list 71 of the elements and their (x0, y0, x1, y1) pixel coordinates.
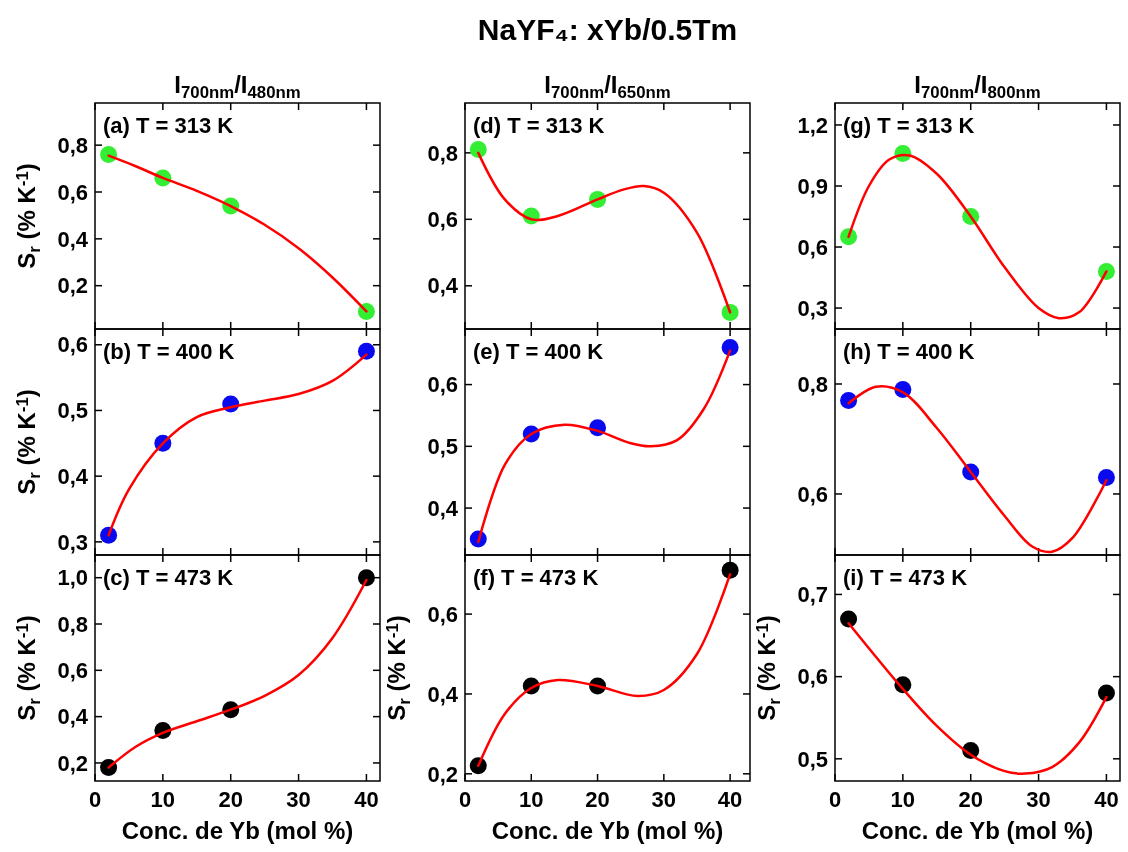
x-tick-label: 30 (286, 787, 311, 812)
y-tick-label: 0,6 (57, 658, 88, 684)
y-tick-label: 0,4 (57, 226, 89, 252)
point (840, 610, 858, 628)
y-tick-label: 0,6 (797, 664, 828, 690)
point (357, 569, 375, 587)
y-tick-label: 0,8 (427, 140, 458, 166)
y-tick-label: 0,3 (57, 529, 88, 555)
point (357, 342, 375, 360)
annotation: (d) T = 313 K (473, 113, 605, 138)
y-tick-label: 0,4 (57, 704, 89, 730)
y-tick-label: 0,5 (797, 746, 828, 772)
chart-title: NaYF₄: xYb/0.5Tm (477, 13, 738, 46)
x-tick-label: 40 (717, 787, 743, 812)
y-tick-label: 0,4 (57, 463, 89, 489)
y-tick-label: 0,8 (57, 611, 88, 637)
point (357, 302, 375, 320)
x-tick-label: 40 (1094, 787, 1119, 812)
y-tick-label: 0,6 (797, 481, 828, 507)
y-tick-label: 0,3 (797, 295, 828, 321)
chart-subtitle: I$_{700nm}$/I$_{800nm}$ (914, 71, 1041, 103)
point (469, 141, 487, 159)
annotation: (f) T = 473 K (473, 565, 599, 590)
x-tick-label: 10 (890, 787, 916, 812)
y-tick-label: 1,0 (57, 565, 88, 591)
y-tick-label: 1,2 (797, 112, 828, 138)
y-tick-label: 0,6 (427, 601, 458, 627)
y-tick-label: 0,2 (57, 273, 88, 299)
y-tick-label: 0,8 (797, 371, 828, 397)
x-tick-label: 20 (958, 787, 983, 812)
x-tick-label: 10 (519, 787, 544, 812)
point (1097, 684, 1115, 702)
y-tick-label: 0,6 (427, 207, 458, 233)
point (721, 561, 739, 579)
y-tick-label: 0,6 (57, 332, 88, 358)
annotation: (g) T = 313 K (843, 113, 975, 138)
annotation: (a) T = 313 K (103, 113, 234, 138)
y-tick-label: 0,4 (427, 273, 459, 299)
y-tick-label: 0,8 (57, 132, 88, 158)
y-tick-label: 0,6 (427, 372, 458, 398)
y-tick-label: 0,6 (57, 179, 88, 205)
y-tick-label: 0,5 (427, 434, 458, 460)
point (721, 339, 739, 357)
x-tick-label: 0 (458, 787, 472, 812)
x-axis-title: Conc. de Yb (mol %) (491, 817, 724, 844)
annotation: (b) T = 400 K (103, 339, 235, 364)
y-tick-label: 0,9 (797, 173, 828, 199)
y-tick-label: 0,7 (797, 582, 828, 608)
y-tick-label: 0,2 (57, 750, 88, 776)
chart-subtitle: I$_{700nm}$/I$_{480nm}$ (174, 71, 301, 103)
x-tick-label: 20 (218, 787, 243, 812)
y-tick-label: 0,4 (427, 681, 459, 707)
y-tick-label: 0,6 (797, 234, 828, 260)
y-tick-label: 0,2 (427, 761, 458, 787)
x-tick-label: 20 (585, 787, 610, 812)
x-tick-label: 30 (651, 787, 677, 812)
x-tick-label: 40 (354, 787, 379, 812)
y-tick-label: 0,5 (57, 398, 88, 424)
annotation: (c) T = 473 K (103, 565, 234, 590)
x-axis-title: Conc. de Yb (mol %) (121, 817, 354, 844)
x-tick-label: 0 (88, 787, 102, 812)
annotation: (i) T = 473 K (843, 565, 968, 590)
y-tick-label: 0,4 (427, 495, 459, 521)
point (1097, 468, 1115, 486)
annotation: (e) T = 400 K (473, 339, 604, 364)
chart-subtitle: I$_{700nm}$/I$_{650nm}$ (544, 71, 671, 103)
x-tick-label: 30 (1026, 787, 1051, 812)
x-axis-title: Conc. de Yb (mol %) (861, 817, 1094, 844)
x-tick-label: 10 (150, 787, 176, 812)
x-tick-label: 0 (828, 787, 842, 812)
annotation: (h) T = 400 K (843, 339, 975, 364)
